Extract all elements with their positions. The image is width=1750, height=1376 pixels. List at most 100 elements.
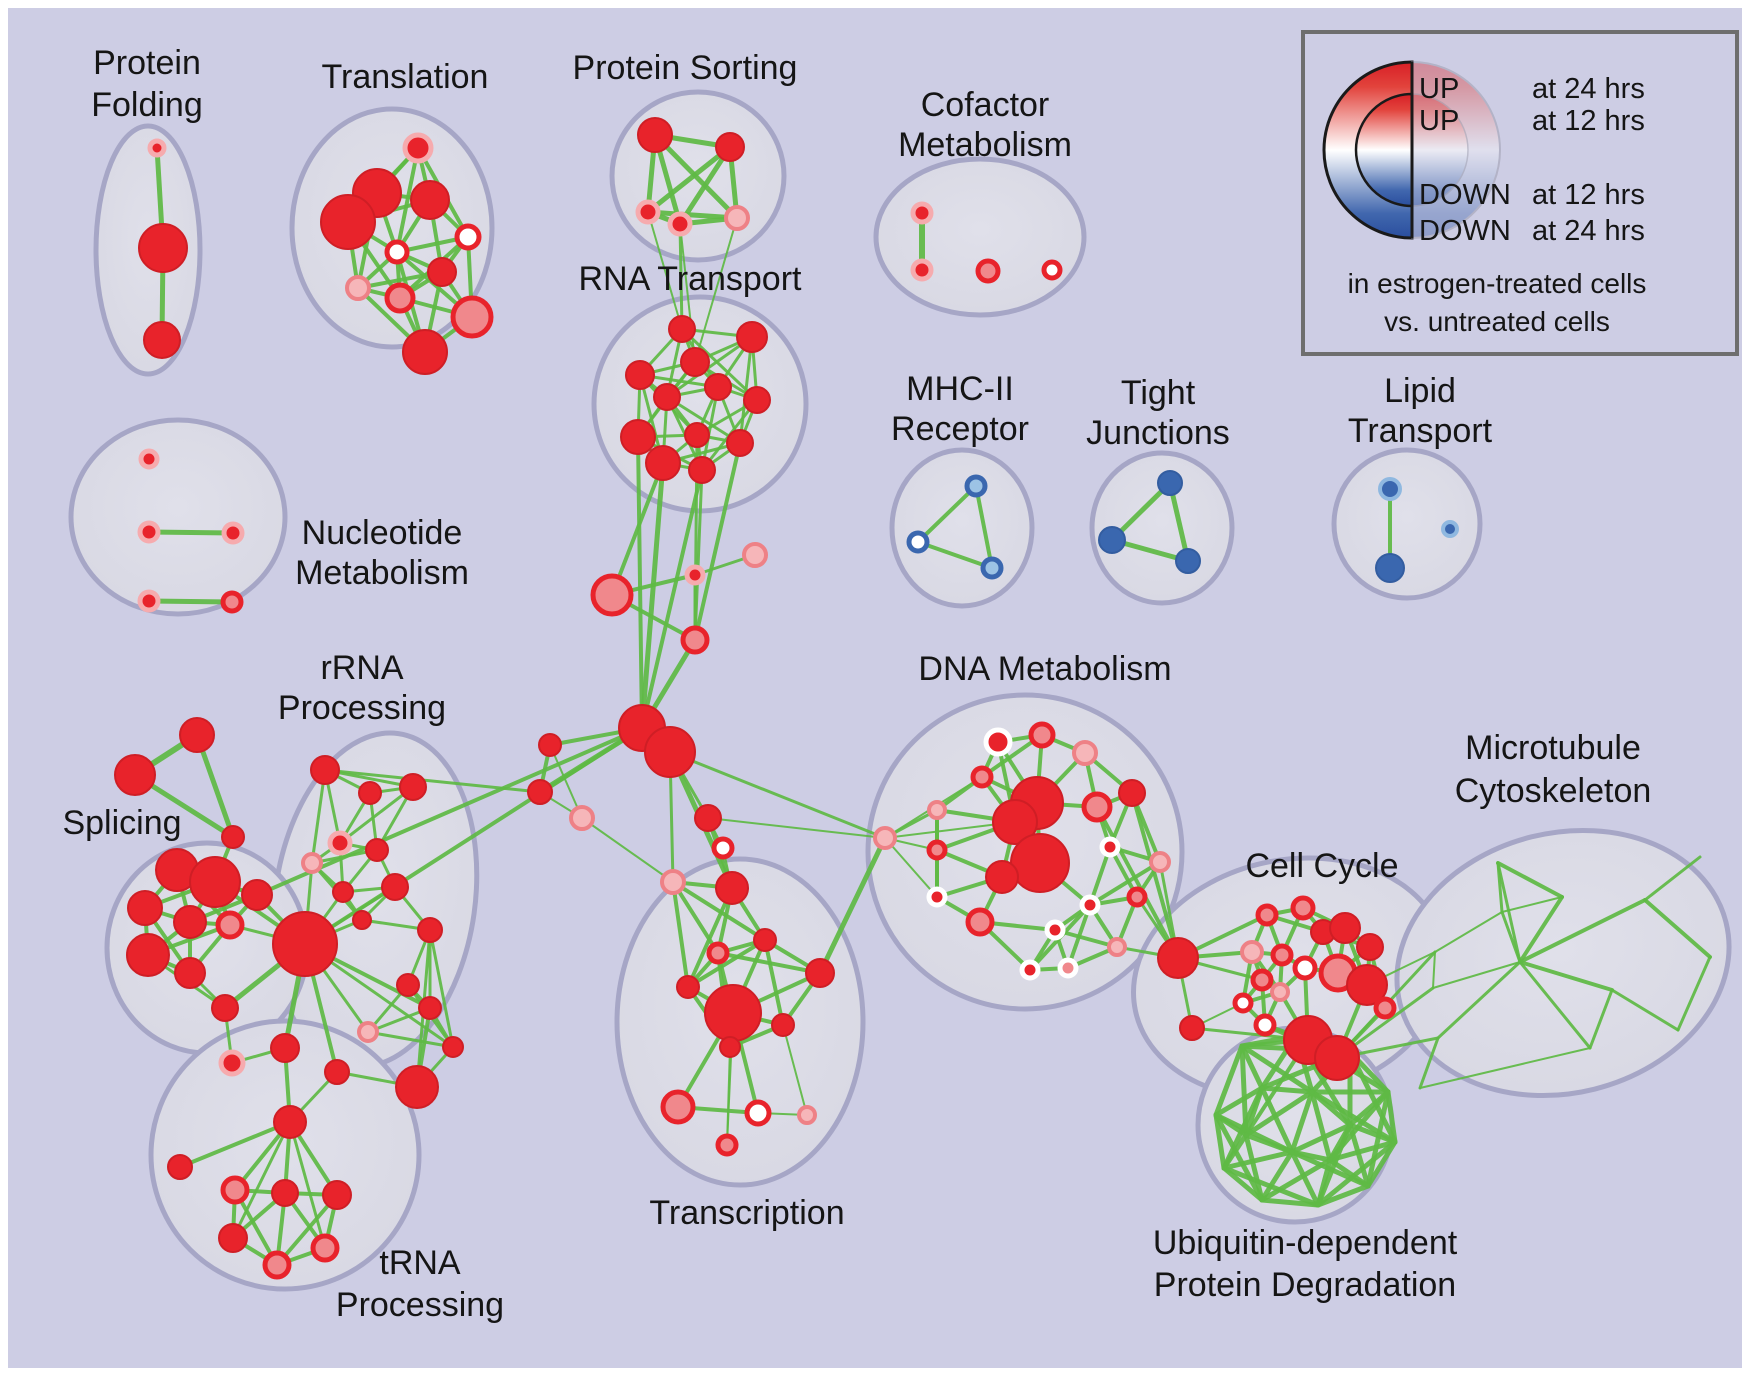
network-edge xyxy=(1518,895,1564,964)
network-node-hb2 xyxy=(684,564,706,586)
network-node-rr5 xyxy=(301,852,323,874)
network-node-tx10 xyxy=(719,1036,741,1058)
network-edge xyxy=(1418,1036,1440,1090)
network-node-rr15 xyxy=(442,1036,464,1058)
network-edge xyxy=(1327,1139,1398,1163)
network-node-tx7 xyxy=(676,975,700,999)
network-node-rr4 xyxy=(327,830,353,856)
network-edge xyxy=(1588,988,1614,1050)
cluster-translation xyxy=(289,106,495,350)
network-edge xyxy=(1130,791,1180,960)
cluster-label-rrna-processing-line2: Processing xyxy=(278,689,446,727)
network-edge xyxy=(1347,1122,1371,1189)
cluster-label-nucleotide-metabolism-line1: Nucleotide xyxy=(302,514,463,552)
network-node-rt7 xyxy=(743,386,771,414)
network-edge xyxy=(1259,1149,1295,1203)
network-node-tx8 xyxy=(704,984,762,1042)
network-edge xyxy=(1309,1089,1333,1163)
network-node-cf3 xyxy=(975,258,1001,284)
network-edge xyxy=(178,1120,292,1169)
network-node-dm3 xyxy=(1072,740,1098,766)
network-edge xyxy=(686,938,767,989)
cluster-label-microtubule-cytoskeleton-line1: Microtubule xyxy=(1465,729,1641,767)
network-edge xyxy=(916,484,978,544)
network-node-rr1 xyxy=(310,755,340,785)
network-node-hb8 xyxy=(527,779,553,805)
network-node-rr7 xyxy=(332,881,354,903)
network-edge xyxy=(974,484,994,570)
network-node-pf1 xyxy=(147,138,167,158)
network-edge xyxy=(645,209,740,221)
network-node-tx11 xyxy=(660,1089,696,1125)
network-edge xyxy=(782,1024,808,1116)
network-node-tr8 xyxy=(345,275,371,301)
network-edge xyxy=(763,938,785,1027)
cluster-label-rna-transport-line1: RNA Transport xyxy=(579,260,803,298)
network-node-cc13 xyxy=(1270,982,1290,1002)
cluster-lipid-transport xyxy=(1331,447,1483,601)
network-node-rt3 xyxy=(680,347,710,377)
network-node-mh1 xyxy=(964,474,988,498)
network-edge xyxy=(700,385,720,472)
network-node-tr6 xyxy=(384,239,410,265)
legend-caption-line2: vs. untreated cells xyxy=(1384,306,1610,337)
network-edge xyxy=(1315,1139,1398,1208)
network-node-lp3 xyxy=(1441,520,1459,538)
network-node-cc14 xyxy=(1232,992,1254,1014)
network-edge xyxy=(1610,988,1680,1032)
network-edge xyxy=(1365,1139,1398,1189)
network-node-sp5 xyxy=(215,910,245,940)
network-node-rr14 xyxy=(418,996,442,1020)
network-node-hb4 xyxy=(680,625,710,655)
cluster-label-tight-junctions-line1: Tight xyxy=(1121,374,1196,412)
network-node-tx6 xyxy=(706,941,730,965)
network-edge xyxy=(678,222,684,331)
network-node-lp2 xyxy=(1375,553,1405,583)
network-edge xyxy=(1496,861,1522,964)
network-node-nm5 xyxy=(220,590,244,614)
network-edge xyxy=(395,146,420,254)
cluster-label-ubiquitin-degradation-line1: Ubiquitin-dependent xyxy=(1153,1224,1458,1262)
network-edge xyxy=(817,835,888,976)
network-edge xyxy=(671,880,720,955)
network-edge xyxy=(1309,1089,1353,1128)
cluster-label-mhc-ii-receptor-line1: MHC-II xyxy=(906,370,1014,408)
network-edge xyxy=(1213,1112,1227,1171)
network-node-rr10 xyxy=(272,911,338,977)
network-edge xyxy=(1213,1085,1265,1118)
network-node-tr3 xyxy=(410,180,450,220)
network-edge xyxy=(428,928,455,1049)
label-layer: Protein Folding Translation Protein Sorting… xyxy=(62,44,1651,1324)
network-edge xyxy=(707,817,886,839)
network-node-dm20 xyxy=(1057,957,1079,979)
network-node-cc3 xyxy=(1290,895,1316,921)
network-edge xyxy=(1221,1149,1295,1171)
network-edge xyxy=(288,1120,327,1250)
network-edge xyxy=(231,1120,292,1240)
network-node-tj2 xyxy=(1098,526,1126,554)
network-node-tx2 xyxy=(715,871,749,905)
network-node-cc11 xyxy=(1346,964,1388,1006)
network-edge xyxy=(581,817,674,883)
cluster-label-protein-folding-line1: Protein xyxy=(93,44,201,82)
network-node-rr8 xyxy=(381,873,409,901)
network-edge xyxy=(1259,1085,1315,1095)
network-edge xyxy=(1243,1085,1265,1138)
network-node-cc17 xyxy=(1314,1035,1360,1081)
network-node-dm7 xyxy=(1081,791,1113,823)
cluster-label-lipid-transport-line2: Transport xyxy=(1348,412,1493,450)
network-node-cc15 xyxy=(1253,1013,1277,1037)
network-edge xyxy=(916,540,994,570)
network-node-rt11 xyxy=(645,445,681,481)
network-edge xyxy=(1289,1089,1315,1155)
network-node-tr11 xyxy=(402,329,448,375)
network-node-sp2 xyxy=(189,856,241,908)
network-node-rr17 xyxy=(396,973,420,997)
legend-up-12-time: at 12 hrs xyxy=(1532,105,1645,137)
network-node-nm3 xyxy=(221,521,245,545)
network-edge xyxy=(639,460,666,731)
network-node-dm12 xyxy=(985,860,1019,894)
network-edge xyxy=(194,732,236,840)
network-node-tr1 xyxy=(402,132,434,164)
network-node-rr9 xyxy=(352,910,372,930)
